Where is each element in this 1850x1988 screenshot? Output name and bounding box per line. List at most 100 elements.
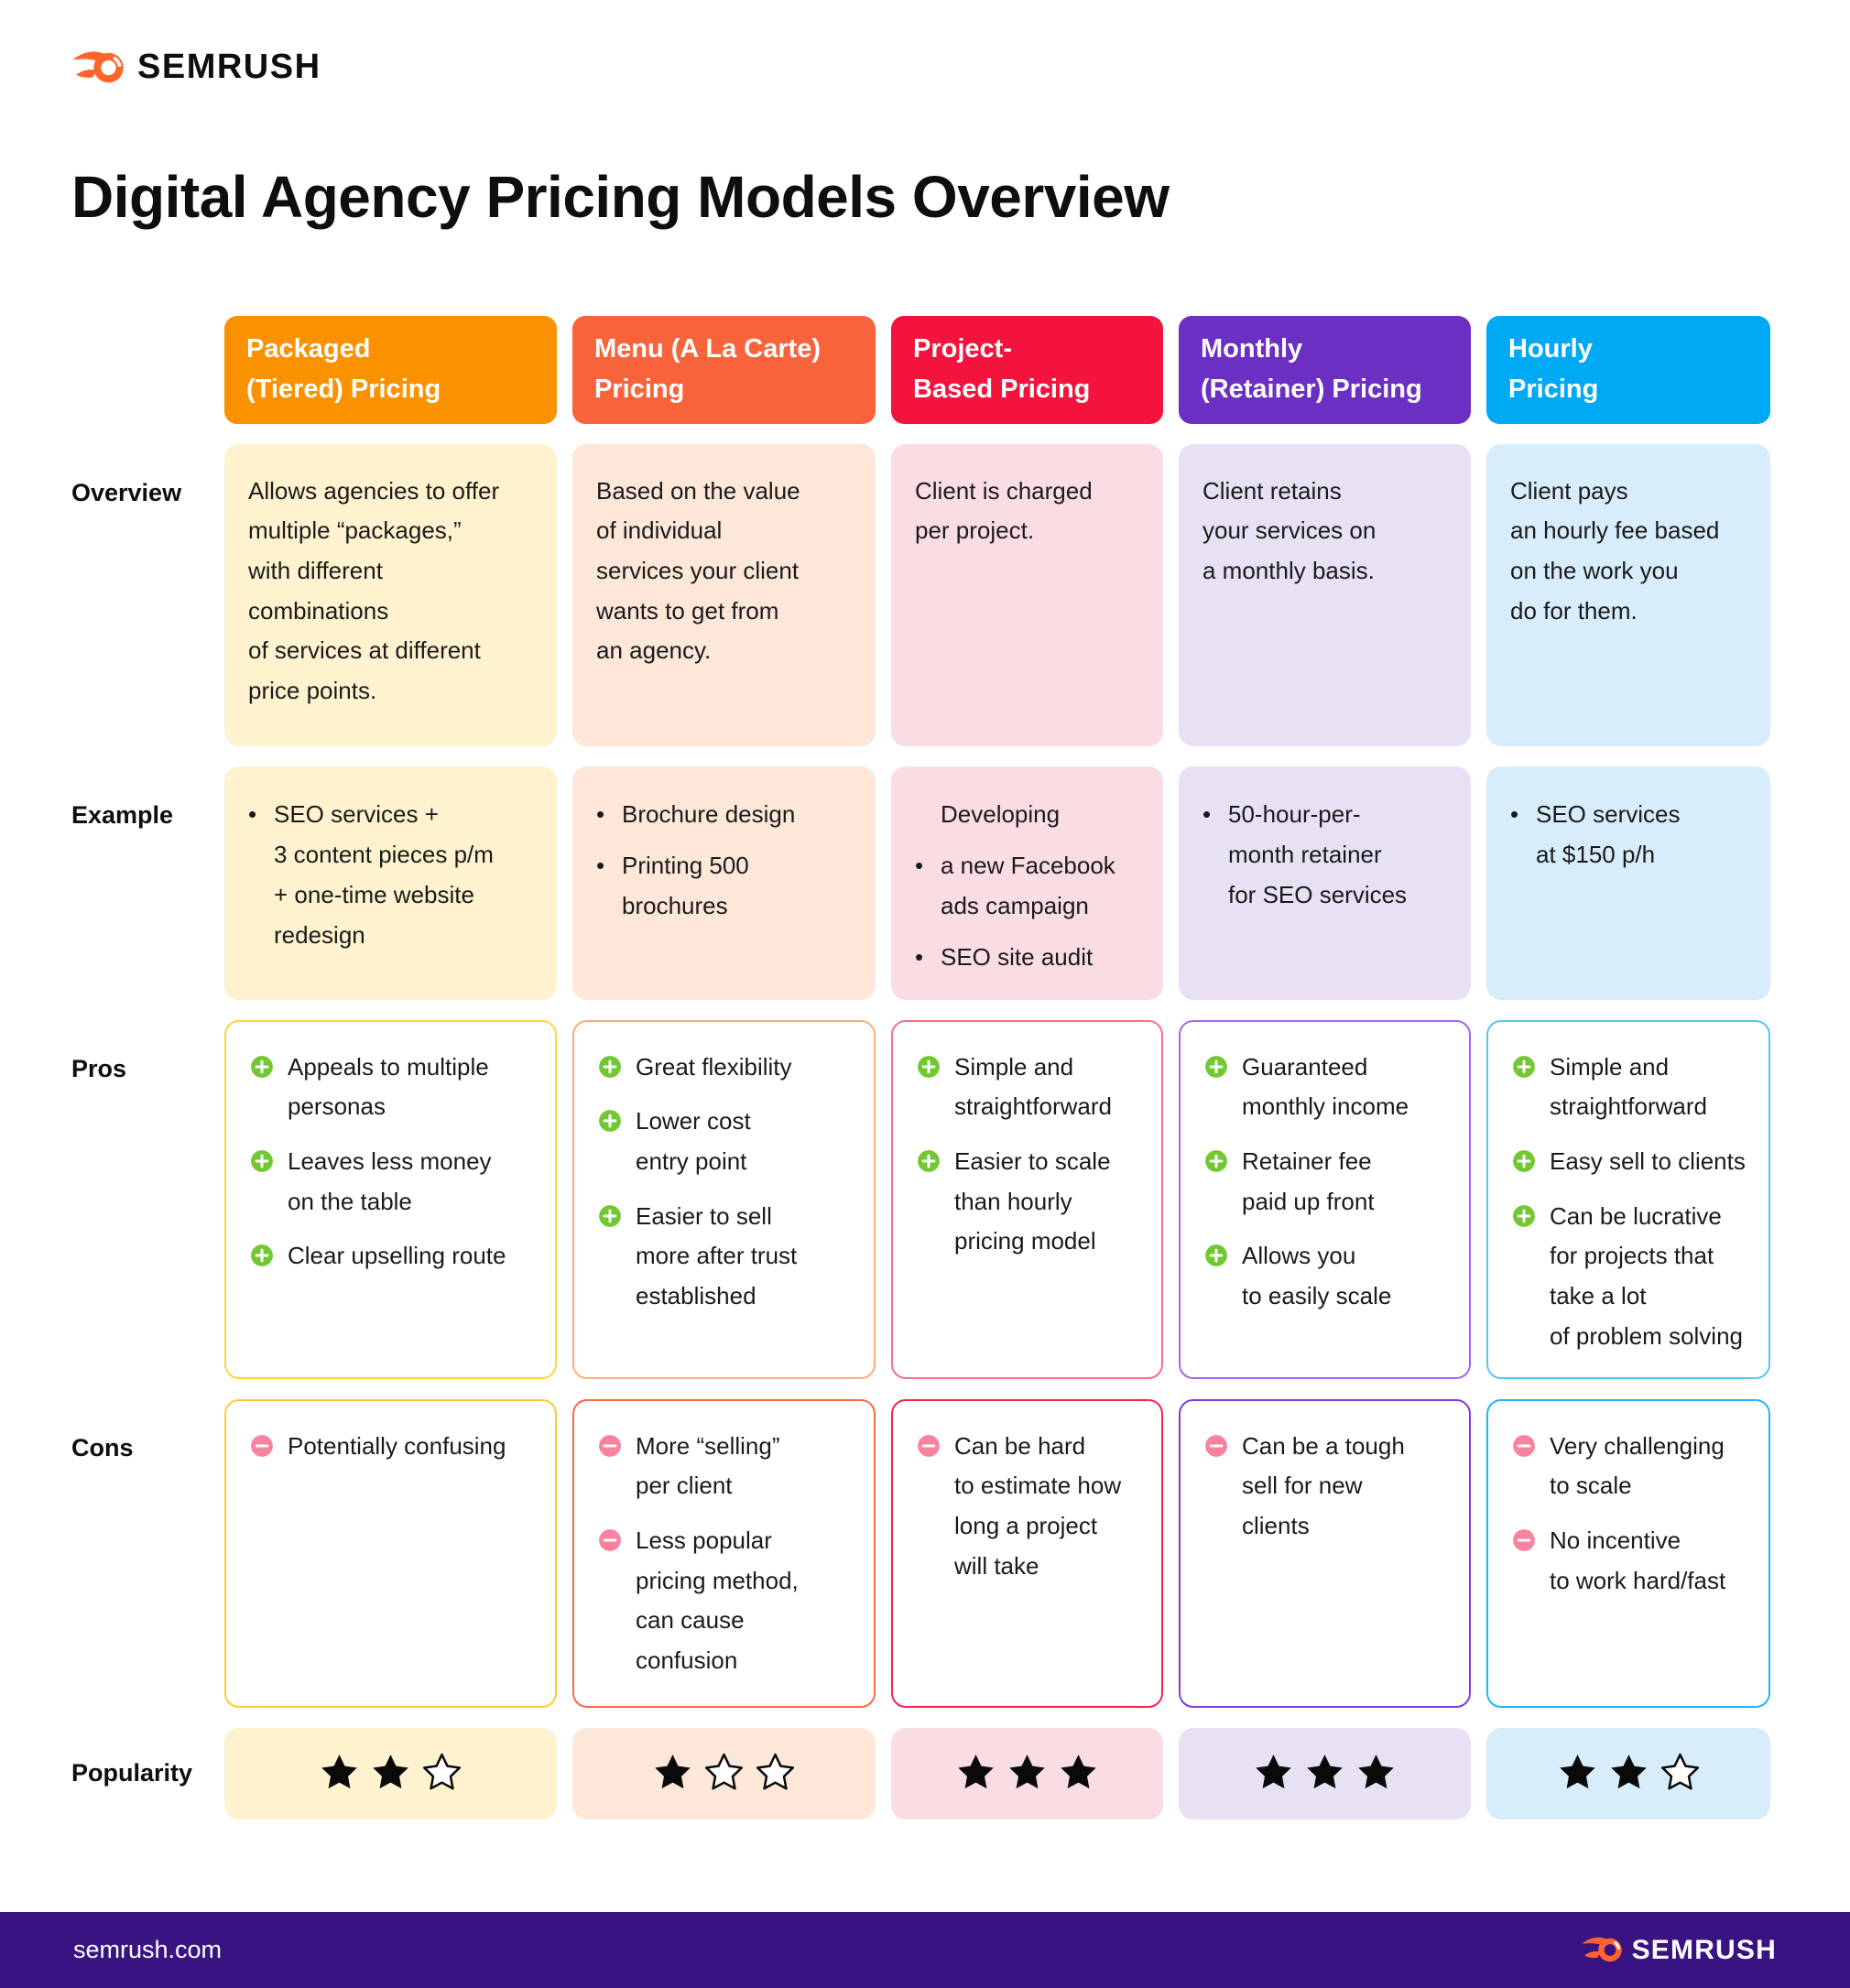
bullet-dot: • xyxy=(1510,799,1519,828)
pros-item: Simple and straightforward xyxy=(1512,1048,1747,1127)
star-filled-icon xyxy=(1307,1754,1343,1789)
pros-cell-packaged: Appeals to multiple personas Leaves less … xyxy=(224,1019,557,1379)
cons-cell-hourly: Very challenging to scale No incentive to… xyxy=(1486,1398,1770,1708)
pricing-table: Packaged (Tiered) Pricing Menu (A La Cart… xyxy=(71,315,1850,1820)
star-outline-icon xyxy=(422,1753,462,1790)
footer-semrush-logo: SEMRUSH xyxy=(1581,1935,1777,1966)
column-header-project: Project- Based Pricing xyxy=(891,315,1163,424)
table-corner-spacer xyxy=(71,316,209,424)
pros-item: Guaranteed monthly income xyxy=(1204,1048,1447,1127)
pros-item: Appeals to multiple personas xyxy=(250,1048,533,1127)
star-filled-icon xyxy=(1061,1754,1096,1789)
example-item: • SEO site audit xyxy=(915,937,1141,977)
star-outline-icon xyxy=(704,1753,744,1790)
cons-item: Can be hard to estimate how long a proje… xyxy=(917,1427,1139,1587)
row-label-pros: Pros xyxy=(71,1054,127,1082)
pros-item-text: Lower cost entry point xyxy=(636,1107,751,1175)
cons-item: Potentially confusing xyxy=(250,1427,533,1467)
star-filled-icon xyxy=(1009,1754,1045,1789)
footer-url: semrush.com xyxy=(73,1936,223,1963)
example-item: • 50-hour-per- month retainer for SEO ser… xyxy=(1202,794,1449,916)
pros-item: Can be lucrative for projects that take … xyxy=(1512,1197,1747,1357)
minus-icon xyxy=(599,1434,621,1457)
cons-cell-menu: More “selling” per client Less popular pr… xyxy=(572,1398,876,1708)
row-label-overview: Overview xyxy=(71,478,182,506)
plus-icon xyxy=(251,1055,273,1078)
row-label-cons: Cons xyxy=(71,1433,134,1461)
pros-item: Easier to sell more after trust establis… xyxy=(598,1197,852,1317)
popularity-cell-monthly xyxy=(1179,1727,1471,1820)
plus-icon xyxy=(251,1150,273,1172)
overview-text: Allows agencies to offer multiple “packa… xyxy=(248,476,500,704)
cons-cell-packaged: Potentially confusing xyxy=(224,1398,557,1708)
bullet-dot xyxy=(915,794,941,834)
plus-icon xyxy=(599,1110,621,1133)
semrush-logo: SEMRUSH xyxy=(71,48,1850,87)
pros-item: Great flexibility xyxy=(598,1048,852,1088)
example-cell-project: Developing • a new Facebook ads campaign • S… xyxy=(891,766,1163,1000)
footer: semrush.com SEMRUSH xyxy=(0,1912,1850,1988)
minus-icon xyxy=(918,1434,940,1457)
pros-item: Simple and straightforward xyxy=(917,1048,1139,1127)
pros-cell-monthly: Guaranteed monthly income Retainer fee pa… xyxy=(1179,1019,1471,1379)
pros-item: Lower cost entry point xyxy=(598,1102,852,1181)
star-filled-icon xyxy=(655,1754,691,1789)
minus-icon xyxy=(1205,1434,1227,1457)
pros-item-text: Simple and straightforward xyxy=(1550,1052,1707,1121)
pros-item: Easy sell to clients xyxy=(1512,1142,1747,1182)
overview-text: Client retains your services on a monthl… xyxy=(1202,476,1377,584)
example-item: • Brochure design xyxy=(596,794,854,834)
example-item-text: Brochure design xyxy=(622,799,796,828)
cons-item: Can be a tough sell for new clients xyxy=(1204,1427,1447,1547)
cons-cell-project: Can be hard to estimate how long a proje… xyxy=(891,1398,1163,1708)
example-cell-packaged: • SEO services + 3 content pieces p/m + o… xyxy=(224,766,557,1000)
plus-icon xyxy=(1205,1150,1227,1172)
cons-item-text: No incentive to work hard/fast xyxy=(1550,1526,1726,1594)
pros-item: Leaves less money on the table xyxy=(250,1142,533,1222)
example-item-text: Printing 500 brochures xyxy=(622,851,749,919)
plus-icon xyxy=(599,1204,621,1227)
example-item-text: Developing xyxy=(941,799,1061,828)
example-item: • a new Facebook ads campaign xyxy=(915,845,1141,926)
pros-item-text: Easy sell to clients xyxy=(1550,1146,1746,1175)
bullet-dot: • xyxy=(1202,799,1212,828)
example-item-text: SEO services at $150 p/h xyxy=(1536,799,1681,868)
brand-logo-text: SEMRUSH xyxy=(137,48,321,86)
footer-logo-text: SEMRUSH xyxy=(1631,1934,1777,1965)
pros-item-text: Clear upselling route xyxy=(288,1242,506,1270)
minus-icon xyxy=(1513,1529,1535,1551)
cons-item-text: Less popular pricing method, can cause c… xyxy=(636,1526,799,1674)
overview-text: Client is charged per project. xyxy=(915,476,1093,545)
pros-item-text: Simple and straightforward xyxy=(954,1052,1112,1121)
star-outline-icon xyxy=(1660,1753,1699,1790)
overview-cell-packaged: Allows agencies to offer multiple “packa… xyxy=(224,443,557,746)
star-filled-icon xyxy=(1610,1754,1647,1789)
pros-item-text: Guaranteed monthly income xyxy=(1242,1052,1409,1121)
cons-item: Very challenging to scale xyxy=(1512,1427,1747,1506)
pros-item-text: Can be lucrative for projects that take … xyxy=(1550,1201,1743,1350)
star-filled-icon xyxy=(1256,1754,1291,1789)
bullet-dot: • xyxy=(596,851,605,879)
pros-item-text: Easier to sell more after trust establis… xyxy=(636,1201,798,1309)
row-label-example: Example xyxy=(71,800,174,829)
star-filled-icon xyxy=(1559,1754,1595,1789)
pros-item: Easier to scale than hourly pricing mode… xyxy=(917,1142,1139,1262)
plus-icon xyxy=(1513,1055,1535,1078)
column-header-monthly: Monthly (Retainer) Pricing xyxy=(1179,315,1471,424)
example-item-text: SEO services + 3 content pieces p/m + on… xyxy=(274,799,494,950)
pros-item-text: Allows you to easily scale xyxy=(1242,1242,1392,1309)
plus-icon xyxy=(918,1055,940,1078)
overview-cell-hourly: Client pays an hourly fee based on the w… xyxy=(1486,443,1770,746)
cons-item-text: More “selling” per client xyxy=(636,1431,780,1500)
cons-item-text: Potentially confusing xyxy=(288,1431,506,1460)
semrush-flame-icon xyxy=(72,50,124,82)
example-item-text: SEO site audit xyxy=(941,943,1094,972)
cons-item: No incentive to work hard/fast xyxy=(1512,1521,1747,1601)
pros-item-text: Leaves less money on the table xyxy=(288,1146,492,1215)
pros-cell-hourly: Simple and straightforward Easy sell to c… xyxy=(1486,1019,1770,1379)
bullet-dot: • xyxy=(248,799,257,828)
plus-icon xyxy=(1513,1204,1535,1227)
minus-icon xyxy=(599,1529,621,1551)
pros-item: Clear upselling route xyxy=(250,1236,533,1276)
plus-icon xyxy=(1205,1244,1227,1267)
